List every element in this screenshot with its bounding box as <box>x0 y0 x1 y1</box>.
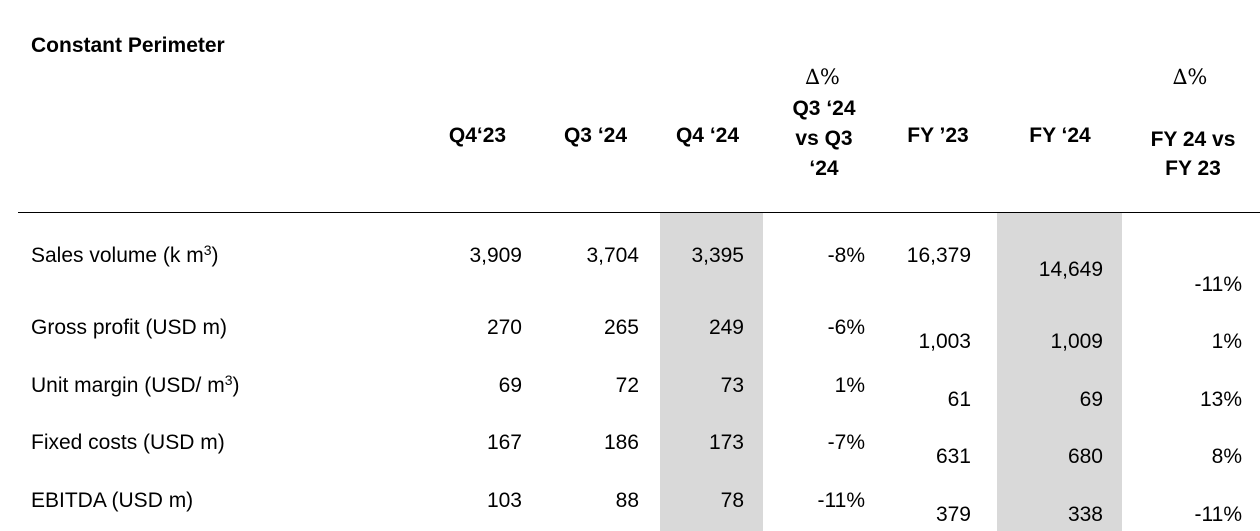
cell-fy-24: 338 <box>1067 503 1103 526</box>
cell-q4-24: 78 <box>720 489 744 512</box>
cell-q3-24: 88 <box>615 489 639 512</box>
cell-q4-24: 3,395 <box>691 244 744 267</box>
header-delta-quarter-symbol: ∆% <box>805 65 840 89</box>
cell-delta-quarter: 1% <box>834 374 865 397</box>
header-q3-24: Q3 ‘24 <box>563 124 628 147</box>
cell-q3-24: 3,704 <box>586 244 639 267</box>
header-fy-24: FY ‘24 <box>1029 124 1091 147</box>
header-delta-fy-line2: FY 23 <box>1165 157 1221 180</box>
cell-q3-24: 186 <box>603 431 639 454</box>
cell-delta-quarter: -8% <box>827 244 865 267</box>
row-label-fixed-costs: Fixed costs (USD m) <box>31 431 225 454</box>
cell-fy-23: 1,003 <box>918 330 971 353</box>
cell-fy-23: 379 <box>935 503 971 526</box>
cell-delta-quarter: -7% <box>827 431 865 454</box>
cell-q4-23: 167 <box>486 431 522 454</box>
cell-q4-24: 249 <box>708 316 744 339</box>
header-delta-quarter-line2: vs Q3 <box>795 127 853 150</box>
header-delta-quarter-line1: Q3 ‘24 <box>792 97 856 120</box>
table-title: Constant Perimeter <box>31 34 225 57</box>
cell-delta-quarter: -11% <box>817 489 865 512</box>
row-label-sales-volume: Sales volume (k m3) <box>31 242 219 267</box>
header-divider <box>18 212 1260 213</box>
header-q4-23: Q4‘23 <box>448 124 507 147</box>
cell-fy-24: 14,649 <box>1038 258 1103 281</box>
header-fy-23: FY ’23 <box>907 124 969 147</box>
cell-delta-fy: 8% <box>1211 445 1242 468</box>
cell-fy-23: 631 <box>935 445 971 468</box>
cell-q3-24: 72 <box>615 374 639 397</box>
cell-fy-24: 680 <box>1067 445 1103 468</box>
cell-delta-fy: -11% <box>1194 503 1242 526</box>
highlight-column-q4-24 <box>660 213 763 531</box>
cell-fy-23: 61 <box>947 388 971 411</box>
cell-q4-24: 73 <box>720 374 744 397</box>
header-delta-quarter-line3: ‘24 <box>809 157 839 180</box>
header-q4-24: Q4 ‘24 <box>675 124 740 147</box>
cell-fy-24: 1,009 <box>1050 330 1103 353</box>
cell-delta-fy: -11% <box>1194 273 1242 296</box>
row-label-ebitda: EBITDA (USD m) <box>31 489 194 512</box>
header-delta-fy-line1: FY 24 vs <box>1150 128 1236 151</box>
cell-fy-24: 69 <box>1079 388 1103 411</box>
cell-q4-23: 103 <box>486 489 522 512</box>
row-label-gross-profit: Gross profit (USD m) <box>31 316 228 339</box>
cell-delta-fy: 13% <box>1199 388 1242 411</box>
highlight-column-fy-24 <box>997 213 1122 531</box>
header-delta-fy-symbol: ∆% <box>1172 65 1208 89</box>
cell-fy-23: 16,379 <box>906 244 971 267</box>
cell-q4-23: 270 <box>486 316 522 339</box>
cell-q4-23: 3,909 <box>469 244 522 267</box>
cell-delta-fy: 1% <box>1211 330 1242 353</box>
row-label-unit-margin: Unit margin (USD/ m3) <box>31 372 240 397</box>
cell-delta-quarter: -6% <box>827 316 865 339</box>
cell-q3-24: 265 <box>603 316 639 339</box>
cell-q4-24: 173 <box>708 431 744 454</box>
cell-q4-23: 69 <box>498 374 522 397</box>
